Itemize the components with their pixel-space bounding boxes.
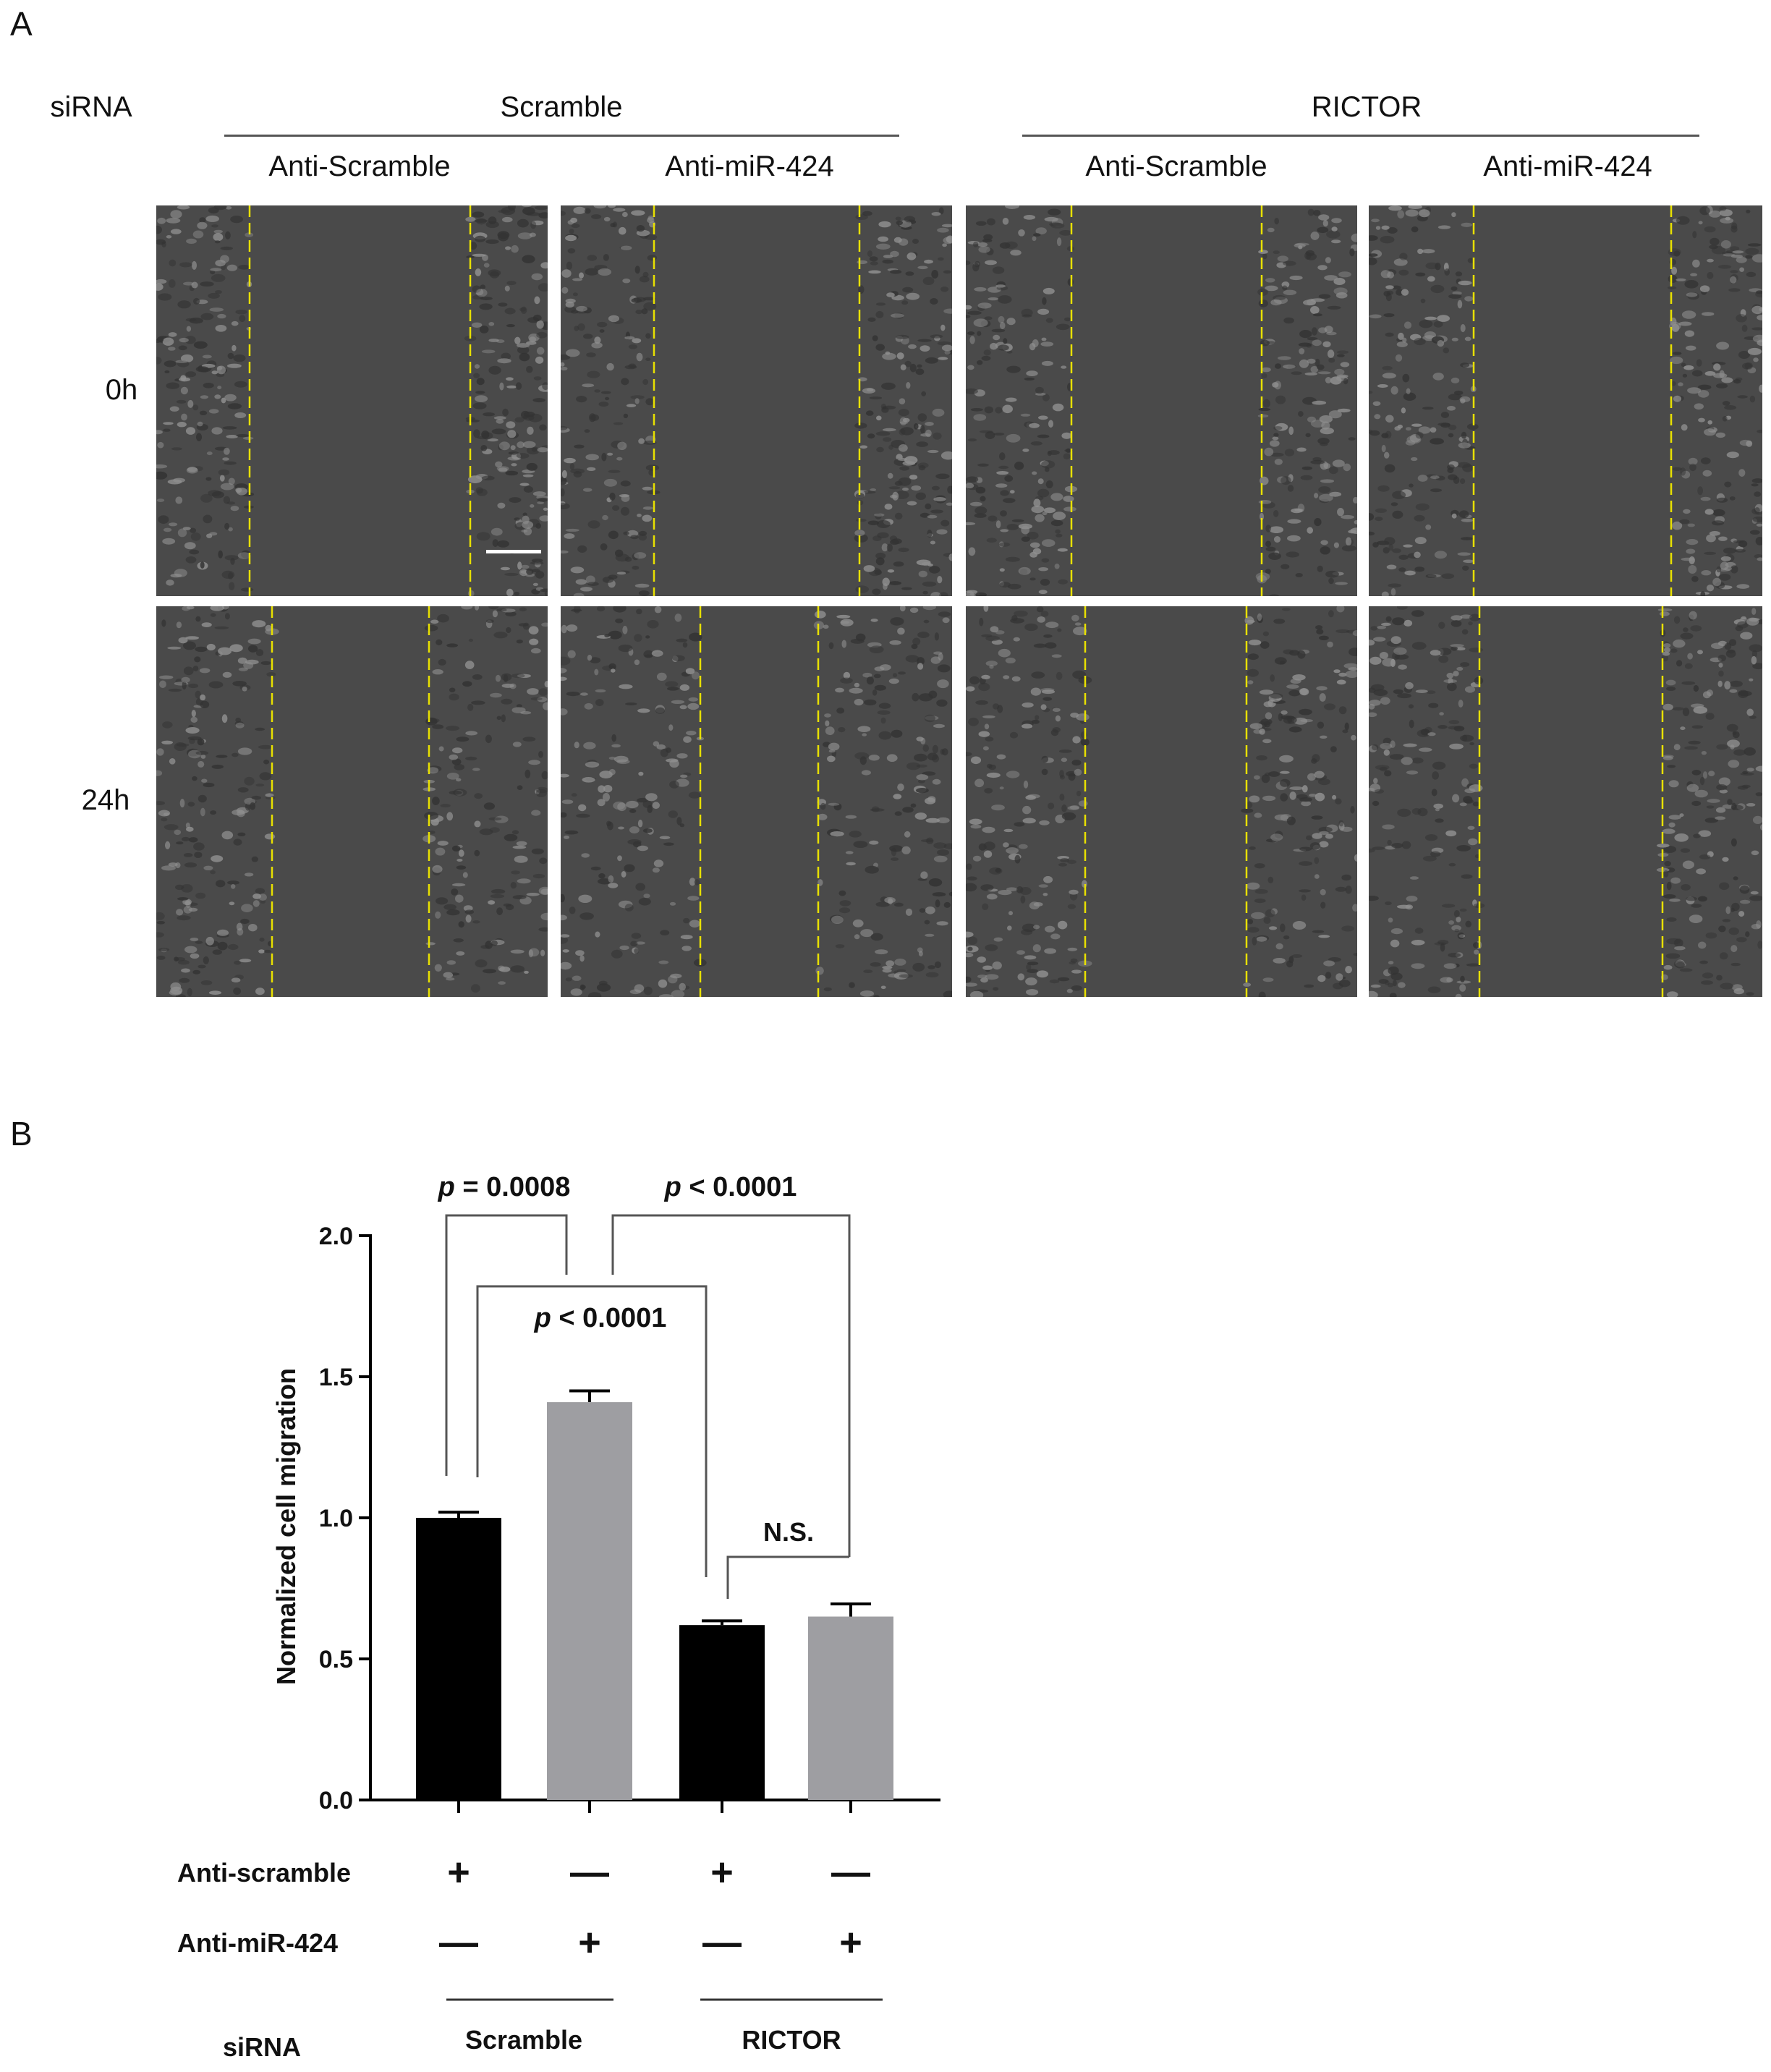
time-label-0h: 0h	[105, 374, 138, 406]
bar-1	[416, 1518, 501, 1800]
column-label-anti-scramble-1: Anti-Scramble	[268, 150, 451, 182]
bracket-scramble-comparison	[445, 1214, 568, 1476]
micrograph-0h-col2	[561, 205, 952, 596]
treatment-sign: +	[839, 1921, 862, 1964]
treatment-sign: —	[439, 1921, 478, 1964]
y-tick-label: 1.5	[319, 1364, 353, 1391]
bar-2	[547, 1402, 632, 1800]
treatment-sign: +	[447, 1851, 470, 1894]
panel-a-letter: A	[10, 5, 33, 43]
siRNA-label-b: siRNA	[223, 2032, 301, 2062]
migration-bar-chart: 0.0 0.5 1.0 1.5 2.0 Normalized cell migratio…	[177, 1172, 940, 2062]
y-tick-label: 0.5	[319, 1646, 353, 1673]
treatment-sign: +	[578, 1921, 601, 1964]
group-label-b-rictor: RICTOR	[742, 2025, 841, 2055]
time-label-24h: 24h	[81, 784, 130, 816]
treatment-label-anti-scramble: Anti-scramble	[177, 1858, 351, 1888]
micrograph-0h-col3	[966, 205, 1357, 596]
bar-4	[808, 1616, 893, 1800]
micrograph-24h-col3	[966, 606, 1357, 997]
treatment-sign: —	[831, 1851, 870, 1894]
bracket-rictor-comparison	[726, 1555, 849, 1599]
panel-b-letter: B	[10, 1115, 33, 1152]
group-underline-scramble	[224, 135, 899, 137]
treatment-label-anti-mir424: Anti-miR-424	[177, 1928, 338, 1958]
treatment-sign: —	[570, 1851, 609, 1894]
y-tick-label: 2.0	[319, 1223, 353, 1250]
micrograph-0h-col1	[156, 205, 548, 596]
y-tick-label: 0.0	[319, 1787, 353, 1814]
column-label-anti-mir424-1: Anti-miR-424	[665, 150, 834, 182]
column-label-anti-mir424-2: Anti-miR-424	[1483, 150, 1652, 182]
sig-label-0001-mid: p < 0.0001	[534, 1303, 667, 1333]
siRNA-row-header: siRNA	[50, 91, 132, 123]
sig-label-0008: p = 0.0008	[438, 1172, 571, 1202]
group-label-rictor: RICTOR	[1311, 91, 1422, 123]
bracket-anti-scramble-comparison	[476, 1285, 708, 1577]
micrograph-24h-col4	[1369, 606, 1762, 997]
treatment-sign: —	[702, 1921, 742, 1964]
sig-label-ns: N.S.	[763, 1517, 814, 1547]
group-label-scramble: Scramble	[500, 91, 623, 123]
treatment-sign: +	[710, 1851, 734, 1894]
micrograph-24h-col1	[156, 606, 548, 997]
bracket-mir424-comparison	[611, 1214, 851, 1557]
sig-label-0001-top: p < 0.0001	[664, 1172, 797, 1202]
group-label-b-scramble: Scramble	[465, 2025, 582, 2055]
y-axis-label: Normalized cell migration	[271, 1368, 301, 1685]
micrograph-24h-col2	[561, 606, 952, 997]
column-label-anti-scramble-2: Anti-Scramble	[1085, 150, 1267, 182]
bar-3	[679, 1625, 765, 1800]
y-tick-label: 1.0	[319, 1505, 353, 1532]
group-underline-rictor	[1022, 135, 1699, 137]
micrograph-0h-col4	[1369, 205, 1762, 596]
